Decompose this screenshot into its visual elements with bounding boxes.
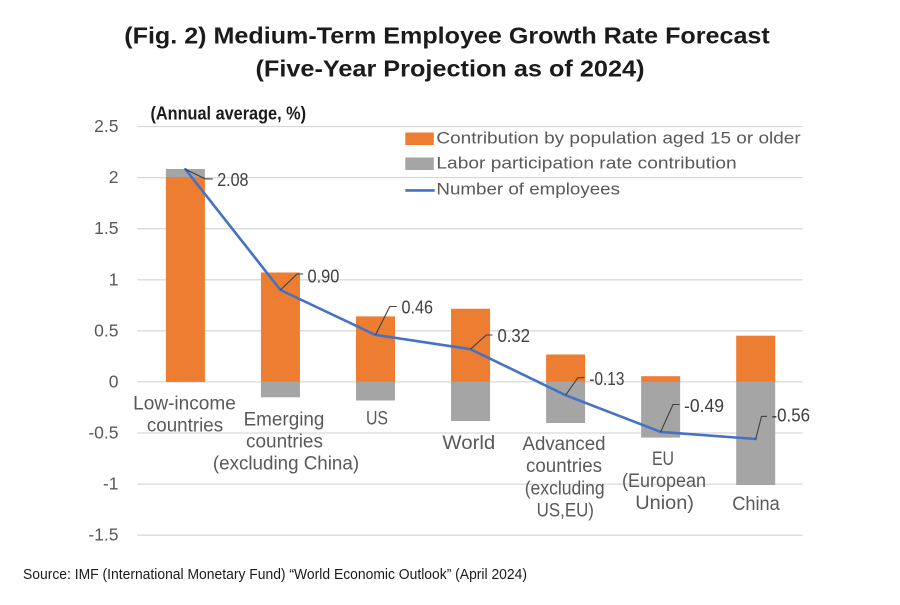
svg-text:1.5: 1.5 <box>94 218 118 238</box>
svg-text:2.08: 2.08 <box>217 170 248 190</box>
svg-text:(Annual average, %): (Annual average, %) <box>151 104 307 124</box>
svg-text:0: 0 <box>109 371 119 391</box>
svg-text:0.32: 0.32 <box>498 326 531 346</box>
svg-text:2: 2 <box>109 167 119 187</box>
svg-text:0.46: 0.46 <box>402 297 434 317</box>
svg-text:-1.5: -1.5 <box>88 525 118 545</box>
svg-text:Labor participation rate contr: Labor participation rate contribution <box>436 155 736 173</box>
svg-text:Source: IMF (International Mon: Source: IMF (International Monetary Fund… <box>23 567 527 583</box>
svg-text:-0.56: -0.56 <box>772 406 811 426</box>
svg-text:(excluding: (excluding <box>525 478 605 499</box>
svg-text:2.5: 2.5 <box>94 116 118 136</box>
svg-text:China: China <box>732 494 780 515</box>
svg-text:Contribution by population age: Contribution by population aged 15 or ol… <box>436 129 801 147</box>
svg-text:-1: -1 <box>103 474 119 494</box>
svg-text:US: US <box>366 409 388 430</box>
svg-text:0.90: 0.90 <box>308 266 340 286</box>
svg-text:Low-income: Low-income <box>133 394 236 415</box>
svg-text:US,EU): US,EU) <box>537 501 594 522</box>
svg-text:Advanced: Advanced <box>523 434 606 455</box>
svg-text:-0.49: -0.49 <box>684 396 724 416</box>
svg-text:(European: (European <box>622 471 706 492</box>
svg-text:World: World <box>442 433 495 454</box>
svg-text:(Fig. 2) Medium-Term Employee: (Fig. 2) Medium-Term Employee Growth Rat… <box>124 22 770 48</box>
svg-text:countries: countries <box>147 416 223 437</box>
svg-text:countries: countries <box>526 456 602 477</box>
svg-text:Number of employees: Number of employees <box>436 181 620 199</box>
svg-text:Emerging: Emerging <box>244 409 325 430</box>
svg-text:countries: countries <box>246 432 323 453</box>
svg-text:-0.5: -0.5 <box>88 423 118 443</box>
svg-text:(Five-Year Projection as of 20: (Five-Year Projection as of 2024) <box>256 55 645 81</box>
svg-text:(excluding China): (excluding China) <box>213 454 359 475</box>
svg-text:1: 1 <box>109 269 119 289</box>
svg-text:Union): Union) <box>635 493 694 514</box>
svg-text:-0.13: -0.13 <box>589 369 624 389</box>
svg-text:0.5: 0.5 <box>94 320 118 340</box>
svg-text:EU: EU <box>652 449 674 470</box>
